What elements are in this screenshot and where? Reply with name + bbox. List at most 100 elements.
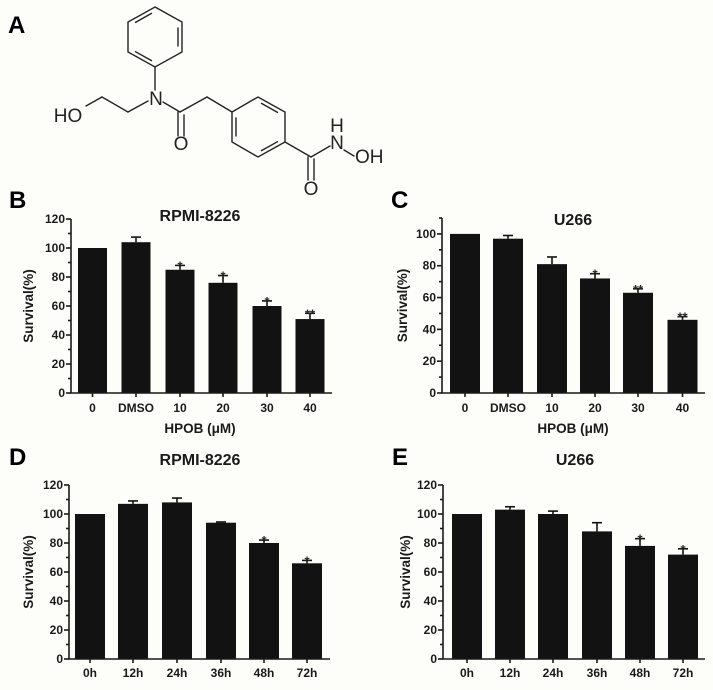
bar-group [206, 521, 236, 659]
bar [495, 509, 525, 659]
bar [292, 563, 322, 659]
y-tick-label: 80 [424, 536, 438, 550]
y-tick-label: 80 [52, 270, 66, 284]
chemical-structure: HO N O H N OH O [54, 6, 384, 200]
y-tick-label: 0 [58, 386, 65, 400]
bar-series: ** [75, 497, 322, 659]
x-tick-label: 0 [89, 401, 96, 415]
bar-group [78, 248, 107, 393]
x-axis-label: HPOB (μM) [164, 421, 235, 436]
bar-group: ** [667, 310, 698, 393]
y-axis-label: Survival(%) [21, 269, 36, 343]
x-tick-label: 12h [123, 666, 144, 680]
panel-label-a: A [8, 12, 25, 39]
bar-group [452, 514, 482, 659]
bar [625, 545, 655, 659]
bar-series: ***** [450, 233, 698, 393]
y-tick-label: 120 [417, 478, 437, 492]
significance-marker: * [304, 553, 310, 568]
x-tick-label: 72h [297, 666, 318, 680]
x-tick-label: 10 [173, 401, 187, 415]
bar-group: * [252, 294, 282, 393]
significance-marker: * [637, 532, 643, 547]
x-tick-label: 20 [216, 401, 230, 415]
y-tick-label: 40 [50, 594, 64, 608]
y-tick-label: 20 [52, 357, 66, 371]
chart-title: RPMI-8226 [160, 208, 241, 225]
bar-group: * [208, 269, 238, 393]
bar-group [450, 233, 480, 393]
bar-group [582, 521, 612, 659]
bar [582, 531, 612, 659]
y-tick-label: 20 [424, 623, 438, 637]
x-tick-label: 36h [211, 666, 232, 680]
chart-title: U266 [554, 212, 592, 229]
bar-group: ** [295, 306, 325, 393]
y-tick-label: 40 [52, 328, 66, 342]
x-tick-label: DMSO [118, 401, 154, 415]
significance-marker: * [592, 267, 598, 282]
panel-label-d: D [9, 444, 26, 471]
x-tick-label: 48h [630, 666, 651, 680]
significance-marker: * [680, 542, 686, 557]
bar [450, 233, 480, 393]
bar [667, 319, 698, 393]
bar-group [118, 500, 148, 659]
bar-group: * [249, 533, 279, 659]
x-tick-label: 40 [676, 401, 690, 415]
y-tick-label: 20 [50, 623, 64, 637]
y-tick-label: 0 [430, 652, 437, 666]
amide-group [162, 96, 233, 137]
bar [452, 514, 482, 659]
y-tick-label: 100 [45, 241, 65, 255]
bar [121, 242, 151, 393]
atom-label-ho: HO [54, 106, 83, 127]
bar [78, 248, 107, 393]
y-tick-label: 120 [43, 478, 63, 492]
x-tick-label: 12h [500, 666, 521, 680]
y-tick-label: 0 [429, 386, 436, 400]
bar [580, 278, 610, 393]
chart-title: U266 [556, 452, 594, 469]
atom-label-oh: OH [355, 147, 384, 168]
y-axis-label: Survival(%) [395, 269, 410, 343]
hydroxyethyl-chain [85, 96, 149, 113]
chart-title: RPMI-8226 [160, 452, 241, 469]
atom-label-h: H [330, 116, 344, 137]
bar [118, 503, 148, 659]
bar [493, 238, 523, 393]
x-tick-label: 30 [260, 401, 274, 415]
y-tick-label: 40 [423, 322, 437, 336]
phenyl-ring [127, 6, 183, 68]
bar-group: * [668, 542, 698, 659]
x-tick-label: 0h [460, 666, 474, 680]
bar-series: ***** [78, 236, 325, 393]
x-tick-label: 0h [83, 666, 97, 680]
bar [208, 282, 238, 393]
x-tick-label: 36h [587, 666, 608, 680]
significance-marker: * [264, 294, 270, 309]
bar-group: * [165, 258, 195, 393]
y-tick-label: 100 [43, 507, 63, 521]
bar-group [162, 497, 192, 659]
y-tick-label: 80 [423, 259, 437, 273]
y-tick-label: 80 [50, 536, 64, 550]
bar-series: ** [452, 505, 698, 659]
bar [537, 264, 567, 393]
bar-group [121, 236, 151, 393]
significance-marker: * [261, 533, 267, 548]
y-tick-label: 100 [416, 227, 436, 241]
bar-group: ** [623, 282, 653, 393]
bar-group: * [625, 532, 655, 659]
x-tick-label: 20 [588, 401, 602, 415]
significance-marker: ** [677, 310, 688, 325]
panel-label-e: E [392, 444, 408, 471]
hydroxamic-acid-group [284, 141, 355, 181]
y-tick-label: 20 [423, 354, 437, 368]
x-tick-label: 10 [545, 401, 559, 415]
benzene-ring [231, 96, 286, 158]
bar [623, 292, 653, 393]
bar [295, 319, 325, 393]
